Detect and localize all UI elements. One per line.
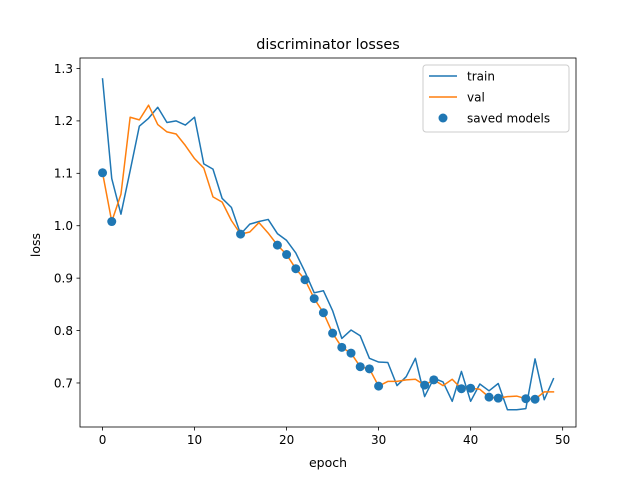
saved-model-point xyxy=(364,364,374,374)
saved-model-point xyxy=(521,394,531,404)
saved-model-point xyxy=(309,294,319,304)
saved-model-point xyxy=(98,168,108,178)
saved-model-point xyxy=(291,264,301,274)
y-tick-label: 1.1 xyxy=(54,167,73,181)
saved-model-point xyxy=(236,229,246,239)
x-tick-label: 50 xyxy=(555,433,570,447)
legend-box xyxy=(422,64,570,133)
y-tick-label: 0.7 xyxy=(54,376,73,390)
saved-model-point xyxy=(493,393,503,403)
chart-title: discriminator losses xyxy=(256,37,400,53)
axes-frame xyxy=(79,57,577,428)
saved-model-point xyxy=(530,394,540,404)
x-tick-label: 0 xyxy=(99,433,107,447)
saved-model-point xyxy=(282,250,292,260)
plot-area: 0 10 20 30 40 50 0.7 0.8 0.9 1.0 1.1 1.2 1.3 xyxy=(54,57,577,447)
x-tick-label: 40 xyxy=(463,433,478,447)
y-tick-label: 1.3 xyxy=(54,62,73,76)
saved-model-point xyxy=(346,348,356,358)
legend-label-train: train xyxy=(467,70,495,84)
saved-model-point xyxy=(456,384,466,394)
saved-model-point xyxy=(300,275,310,285)
saved-model-point xyxy=(466,383,476,393)
y-tick-label: 0.8 xyxy=(54,324,73,338)
series-line-val xyxy=(101,104,555,400)
y-tick-label: 1.0 xyxy=(54,219,73,233)
saved-model-point xyxy=(420,380,430,390)
x-tick-label: 20 xyxy=(279,433,294,447)
saved-model-point xyxy=(429,375,439,385)
saved-model-point xyxy=(355,362,365,372)
saved-model-point xyxy=(484,392,494,402)
saved-model-point xyxy=(337,342,347,352)
x-tick-label: 10 xyxy=(187,433,202,447)
x-tick-label: 30 xyxy=(371,433,386,447)
series-line-train xyxy=(101,78,555,411)
y-tick-label: 0.9 xyxy=(54,271,73,285)
legend-label-val: val xyxy=(467,91,485,105)
legend: train val saved models xyxy=(422,64,570,133)
legend-swatch-saved-models xyxy=(438,113,448,123)
saved-model-point xyxy=(328,328,338,338)
y-axis-label: loss xyxy=(28,233,43,257)
x-axis-label: epoch xyxy=(309,455,347,470)
saved-model-point xyxy=(374,381,384,391)
legend-label-saved-models: saved models xyxy=(467,112,550,126)
saved-model-point xyxy=(107,217,117,227)
y-tick-label: 1.2 xyxy=(54,114,73,128)
saved-model-point xyxy=(272,240,282,250)
saved-model-point xyxy=(318,308,328,318)
